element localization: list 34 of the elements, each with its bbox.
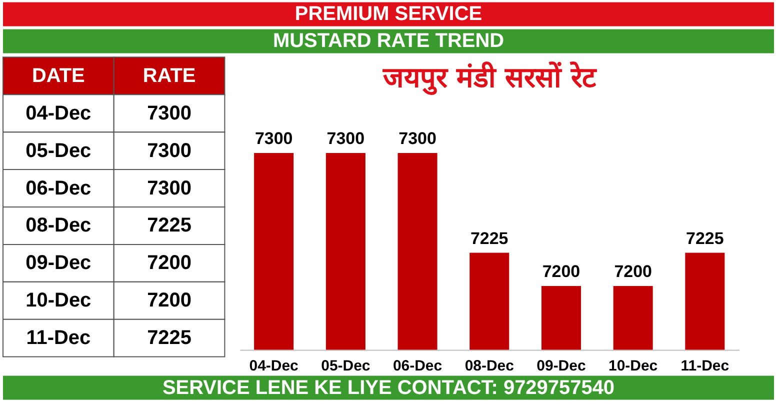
category-label: 10-Dec xyxy=(26,290,92,312)
x-tick-label: 04-Dec xyxy=(249,357,298,374)
category-label: 11-Dec xyxy=(26,327,91,350)
data-label: 7300 xyxy=(398,129,436,148)
x-tick-label: 10-Dec xyxy=(608,357,658,374)
category-label: 04-Dec xyxy=(26,102,92,124)
x-tick-label: 05-Dec xyxy=(321,357,370,374)
x-tick-label: 08-Dec xyxy=(464,357,514,374)
data-label: 7225 xyxy=(470,228,508,248)
data-label: 7300 xyxy=(147,177,192,200)
category-label: 06-Dec xyxy=(26,177,92,200)
data-label: 7200 xyxy=(147,252,192,274)
category-label: 05-Dec xyxy=(26,140,92,162)
data-label: 7200 xyxy=(147,290,192,312)
data-label: 7225 xyxy=(686,228,724,248)
text: PREMIUM SERVICE xyxy=(294,3,482,26)
category-label: 09-Dec xyxy=(26,252,92,274)
data-label: 7225 xyxy=(147,327,192,350)
chart-title: MUSTARD RATE TREND xyxy=(272,30,504,52)
x-tick-label: 06-Dec xyxy=(392,357,442,374)
data-label: 7200 xyxy=(542,262,580,282)
text: RATE xyxy=(142,64,196,87)
text: SERVICE LENE KE LIYE CONTACT: 9729757540 xyxy=(162,376,615,399)
x-tick-label: 09-Dec xyxy=(536,357,586,374)
data-label: 7300 xyxy=(326,129,365,148)
x-tick-label: 11-Dec xyxy=(680,357,730,374)
text: DATE xyxy=(32,64,85,87)
data-label: 7200 xyxy=(614,262,652,282)
data-label: 7300 xyxy=(147,102,192,124)
data-label: 7225 xyxy=(147,214,192,237)
data-label: 7300 xyxy=(147,140,192,162)
chart-subtitle: जयपुर मंडी सरसों रेट xyxy=(382,61,597,96)
data-label: 7300 xyxy=(254,129,293,148)
category-label: 08-Dec xyxy=(26,214,92,237)
